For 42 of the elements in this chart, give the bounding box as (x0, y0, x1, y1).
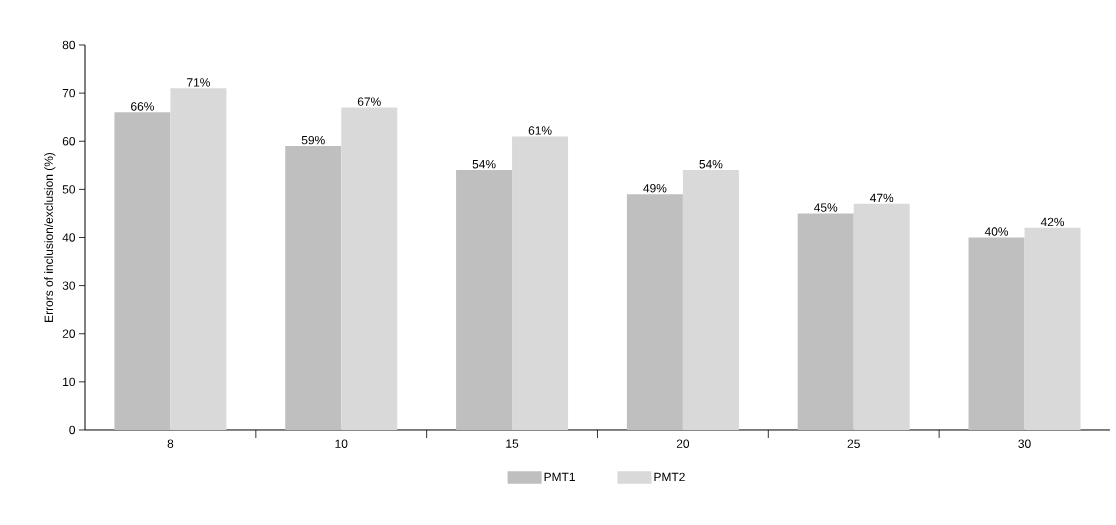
bar (968, 237, 1025, 430)
data-label: 54% (699, 160, 723, 169)
y-tick-label: 30 (62, 281, 76, 290)
legend-label: PMT2 (654, 472, 685, 482)
y-tick-label: 40 (62, 233, 76, 242)
data-label: 66% (131, 102, 154, 111)
x-tick-label: 25 (847, 439, 860, 448)
data-label: 61% (528, 126, 552, 135)
x-tick-label: 15 (506, 439, 519, 448)
y-tick-label: 80 (62, 40, 76, 50)
x-tick-label: 8 (167, 439, 174, 448)
x-tick-label: 30 (1018, 439, 1031, 448)
y-tick-label: 60 (62, 137, 76, 146)
data-label: 40% (984, 227, 1009, 236)
data-label: 71% (187, 78, 210, 87)
y-tick-label: 0 (69, 425, 76, 435)
data-label: 45% (814, 203, 838, 212)
x-tick-label: 20 (676, 439, 690, 448)
data-label: 54% (472, 160, 496, 169)
bar (853, 203, 910, 430)
bar (170, 88, 227, 430)
data-label: 67% (357, 97, 381, 106)
y-tick-label: 50 (62, 185, 76, 194)
bar (626, 194, 683, 430)
data-label: 49% (643, 184, 667, 193)
bar (682, 170, 739, 430)
bar (1024, 227, 1081, 430)
bar (285, 146, 342, 430)
data-label: 47% (870, 193, 894, 203)
bar (341, 107, 398, 430)
y-tick-label: 70 (62, 88, 76, 98)
bar (512, 136, 569, 430)
bar (797, 213, 854, 430)
data-label: 42% (1040, 217, 1065, 227)
bar (114, 112, 171, 430)
legend-label: PMT1 (544, 472, 575, 481)
bar (456, 170, 513, 430)
y-tick-label: 10 (63, 377, 76, 387)
x-tick-label: 10 (335, 439, 348, 448)
data-label: 59% (301, 135, 325, 145)
y-tick-label: 20 (62, 329, 76, 338)
y-axis-title: Errors of inclusion/exclusion (%) (44, 152, 56, 322)
